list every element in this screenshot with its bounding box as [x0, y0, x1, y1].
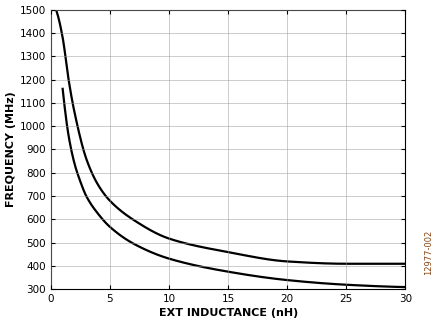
Text: 12977-002: 12977-002	[423, 230, 432, 275]
Y-axis label: FREQUENCY (MHz): FREQUENCY (MHz)	[6, 92, 16, 207]
X-axis label: EXT INDUCTANCE (nH): EXT INDUCTANCE (nH)	[158, 308, 297, 318]
